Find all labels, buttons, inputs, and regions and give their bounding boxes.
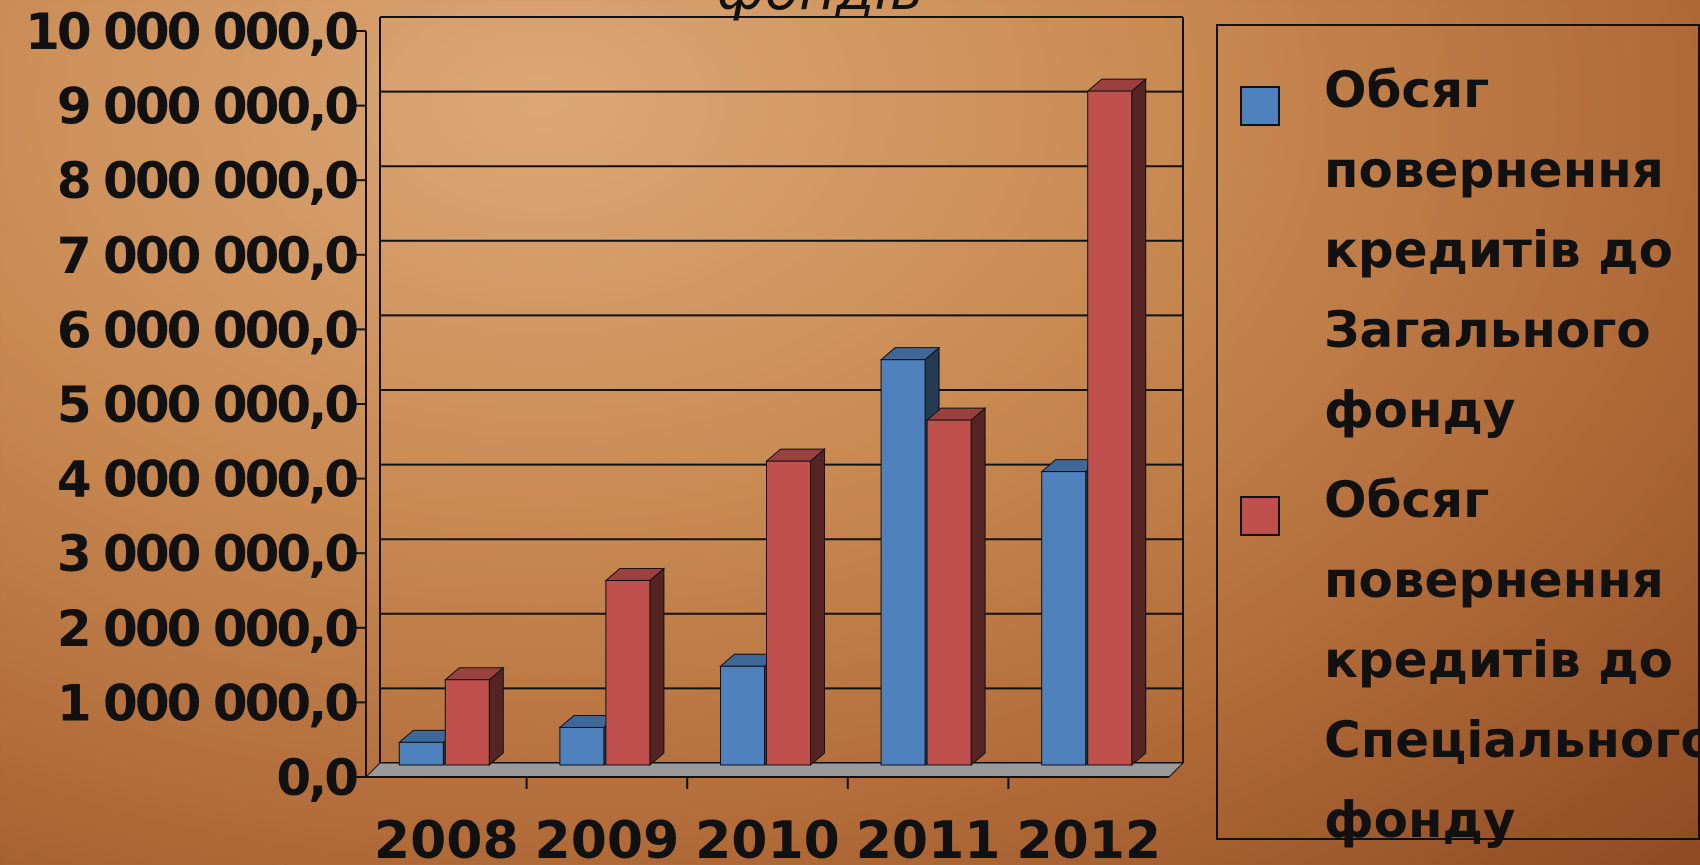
x-tick-label: 2011 <box>856 811 1001 865</box>
x-tick-label: 2009 <box>535 811 680 865</box>
bar <box>766 460 811 766</box>
bar-side <box>1131 78 1147 767</box>
bar <box>398 741 444 766</box>
y-tick-label: 5 000 000,0 <box>57 376 357 434</box>
x-tick-label: 2012 <box>1016 811 1161 865</box>
bar-side <box>488 666 504 767</box>
legend-label-series-1: Обсяг повернення кредитів до Загального … <box>1324 61 1673 439</box>
bar-side <box>810 448 825 767</box>
bar <box>720 665 765 766</box>
y-tick-label: 2 000 000,0 <box>57 600 357 658</box>
x-tick-label: 2008 <box>374 811 519 865</box>
y-tick-label: 9 000 000,0 <box>57 78 357 136</box>
legend: Обсяг повернення кредитів до Загального … <box>1216 24 1700 849</box>
y-tick-label: 4 000 000,0 <box>57 451 357 509</box>
bar <box>1087 90 1133 766</box>
bar <box>880 359 926 766</box>
y-tick-label: 0,0 <box>276 749 357 807</box>
y-tick-label: 1 000 000,0 <box>57 674 357 732</box>
y-tick-label: 7 000 000,0 <box>57 227 357 285</box>
bar <box>559 726 605 766</box>
bar-side <box>649 567 665 767</box>
bar <box>605 580 651 766</box>
x-tick-label: 2010 <box>695 811 840 865</box>
y-tick-label: 10 000 000,0 <box>25 3 357 61</box>
legend-label-series-2: Обсяг повернення кредитів до Спеціальног… <box>1324 471 1700 849</box>
y-tick-label: 6 000 000,0 <box>57 301 357 359</box>
legend-swatch-series-1 <box>1240 86 1280 126</box>
bar-chart: 0,0 1 000 000,0 2 000 000,0 3 000 000,0 4 00… <box>25 3 1185 865</box>
bar-side <box>970 407 986 767</box>
bar <box>444 679 490 766</box>
bar <box>926 419 972 766</box>
y-tick-label: 3 000 000,0 <box>57 525 357 583</box>
y-tick-label: 8 000 000,0 <box>57 152 357 210</box>
bar <box>1041 471 1087 766</box>
legend-swatch-series-2 <box>1240 496 1280 536</box>
